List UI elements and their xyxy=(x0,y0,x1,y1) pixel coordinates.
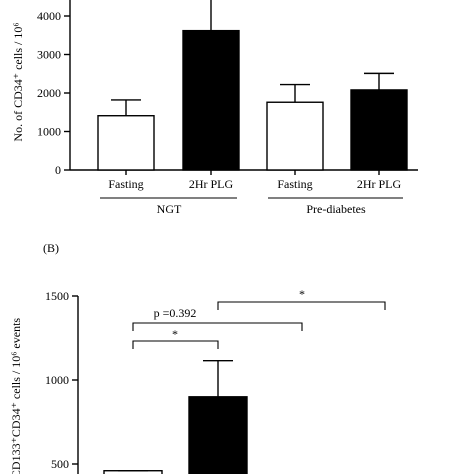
panel-a-y-tick-label: 3000 xyxy=(37,48,61,62)
panel-b-annotation: p =0.392 xyxy=(154,306,197,320)
panel-a-bar xyxy=(350,89,408,171)
panel-b-y-tick-label: 500 xyxy=(51,457,69,471)
panel-a-bar xyxy=(97,115,155,171)
panel-a-category-label: Fasting xyxy=(277,177,312,191)
panel-b-label: (B) xyxy=(43,241,59,255)
panel-b-significance-bracket xyxy=(132,322,303,331)
panel-a-bar xyxy=(182,29,240,171)
panel-b-annotation: * xyxy=(172,327,178,341)
panel-a-group-label: NGT xyxy=(157,202,182,216)
panel-a-category-label: 2Hr PLG xyxy=(357,177,402,191)
panel-a-category-label: Fasting xyxy=(108,177,143,191)
panel-a-y-tick-label: 2000 xyxy=(37,86,61,100)
panel-b-y-tick-label: 1000 xyxy=(45,373,69,387)
panel-b-annotation: * xyxy=(299,287,305,301)
panel-a-y-axis-title: No. of CD34⁺ cells / 10⁶ xyxy=(11,22,25,141)
panel-a-category-label: 2Hr PLG xyxy=(189,177,234,191)
panel-b-bar xyxy=(188,396,248,474)
panel-b-y-axis-title: CD133⁺CD34⁺ cells / 10⁶ events xyxy=(9,318,23,474)
panel-a-y-tick-label: 4000 xyxy=(37,9,61,23)
panel-a-bar xyxy=(266,101,324,171)
panel-a-y-tick-label: 0 xyxy=(55,163,61,177)
panel-b-significance-bracket xyxy=(132,340,219,349)
panel-a-group-label: Pre-diabetes xyxy=(306,202,366,216)
panel-a-y-tick-label: 1000 xyxy=(37,125,61,139)
panel-b-significance-bracket xyxy=(217,301,386,310)
panel-b-y-tick-label: 1500 xyxy=(45,289,69,303)
